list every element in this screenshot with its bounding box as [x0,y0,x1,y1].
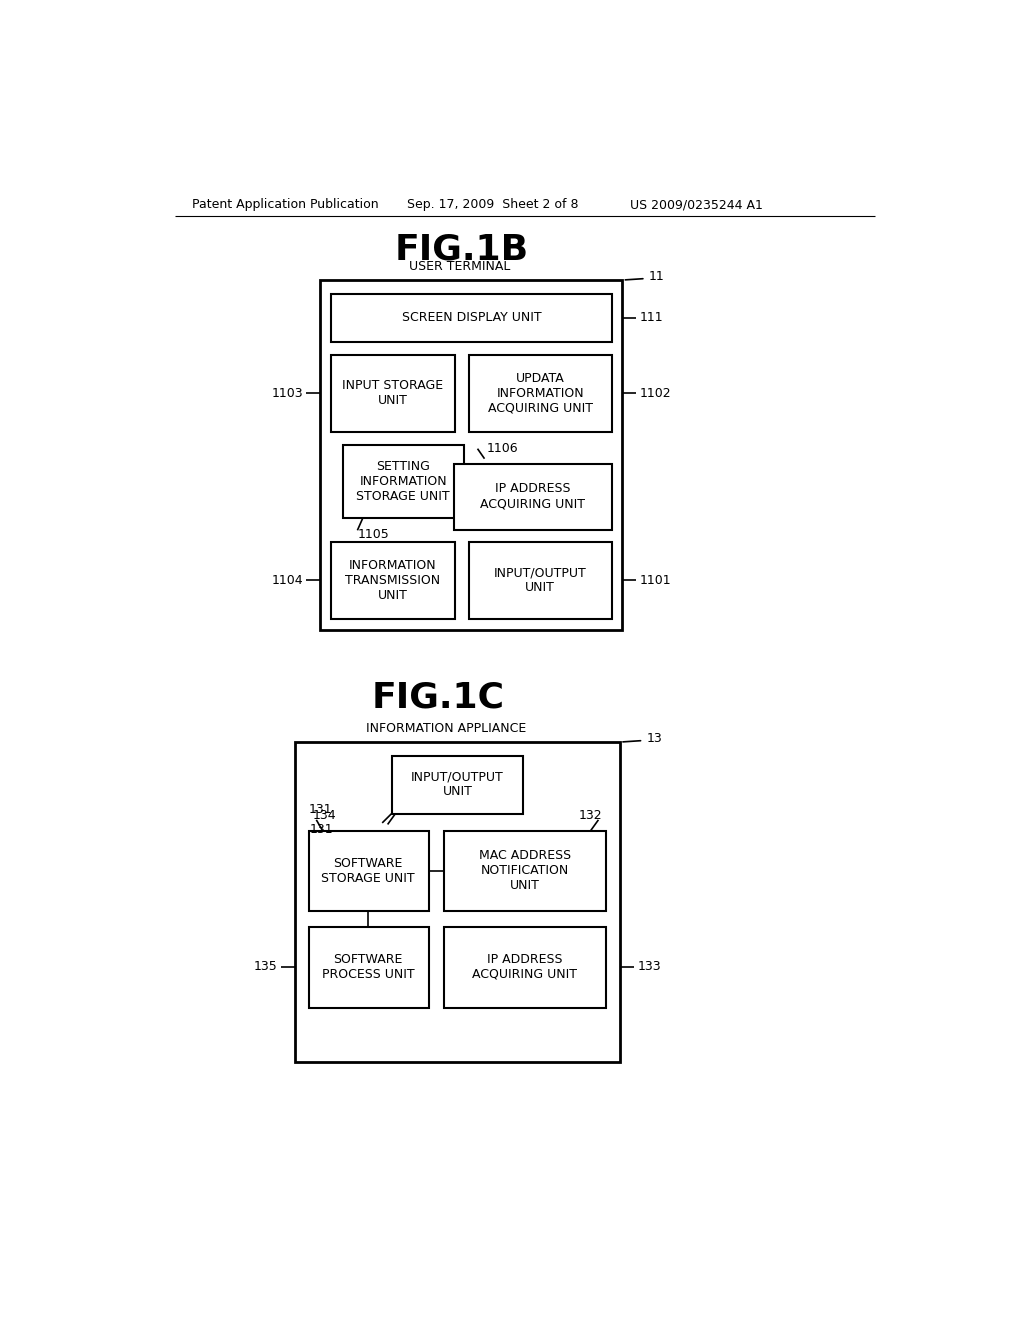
Bar [331,543,455,619]
Bar [391,756,523,813]
Text: FIG.1C: FIG.1C [372,680,505,714]
Bar [469,355,611,432]
Text: Sep. 17, 2009  Sheet 2 of 8: Sep. 17, 2009 Sheet 2 of 8 [407,198,579,211]
Text: 1102: 1102 [640,387,671,400]
Text: 131: 131 [310,822,334,836]
Text: SETTING
INFORMATION
STORAGE UNIT: SETTING INFORMATION STORAGE UNIT [356,459,450,503]
Text: Patent Application Publication: Patent Application Publication [193,198,379,211]
Bar [444,830,606,911]
Text: 131: 131 [308,804,332,816]
Bar [469,543,611,619]
Text: 134: 134 [312,809,336,822]
Text: INPUT STORAGE
UNIT: INPUT STORAGE UNIT [342,379,443,408]
Text: 1103: 1103 [271,387,303,400]
Text: 111: 111 [640,312,664,325]
Bar [331,355,455,432]
Text: 1106: 1106 [486,442,518,455]
Text: IP ADDRESS
ACQUIRING UNIT: IP ADDRESS ACQUIRING UNIT [472,953,578,981]
Text: US 2009/0235244 A1: US 2009/0235244 A1 [630,198,763,211]
Text: INFORMATION
TRANSMISSION
UNIT: INFORMATION TRANSMISSION UNIT [345,558,440,602]
Text: SOFTWARE
STORAGE UNIT: SOFTWARE STORAGE UNIT [322,857,415,884]
Bar [444,927,606,1007]
Text: IP ADDRESS
ACQUIRING UNIT: IP ADDRESS ACQUIRING UNIT [480,482,585,511]
Text: INFORMATION APPLIANCE: INFORMATION APPLIANCE [366,722,526,735]
Text: SCREEN DISPLAY UNIT: SCREEN DISPLAY UNIT [401,312,541,325]
Bar [321,280,623,631]
Text: 1101: 1101 [640,574,671,587]
Text: 135: 135 [254,961,278,973]
Text: UPDATA
INFORMATION
ACQUIRING UNIT: UPDATA INFORMATION ACQUIRING UNIT [487,372,593,414]
Text: INPUT/OUTPUT
UNIT: INPUT/OUTPUT UNIT [411,771,504,799]
Text: MAC ADDRESS
NOTIFICATION
UNIT: MAC ADDRESS NOTIFICATION UNIT [479,849,570,892]
Text: 1104: 1104 [271,574,303,587]
Text: 13: 13 [646,731,663,744]
Text: FIG.1B: FIG.1B [394,232,528,267]
Bar [295,742,621,1061]
Bar [331,294,611,342]
Bar [343,445,464,517]
Text: INPUT/OUTPUT
UNIT: INPUT/OUTPUT UNIT [494,566,587,594]
Bar [308,927,429,1007]
Text: USER TERMINAL: USER TERMINAL [409,260,510,273]
Bar [308,830,429,911]
Text: 133: 133 [637,961,660,973]
Text: 1105: 1105 [357,528,389,541]
Bar [455,465,611,529]
Text: 132: 132 [579,809,602,822]
Text: SOFTWARE
PROCESS UNIT: SOFTWARE PROCESS UNIT [322,953,415,981]
Text: 11: 11 [649,269,665,282]
